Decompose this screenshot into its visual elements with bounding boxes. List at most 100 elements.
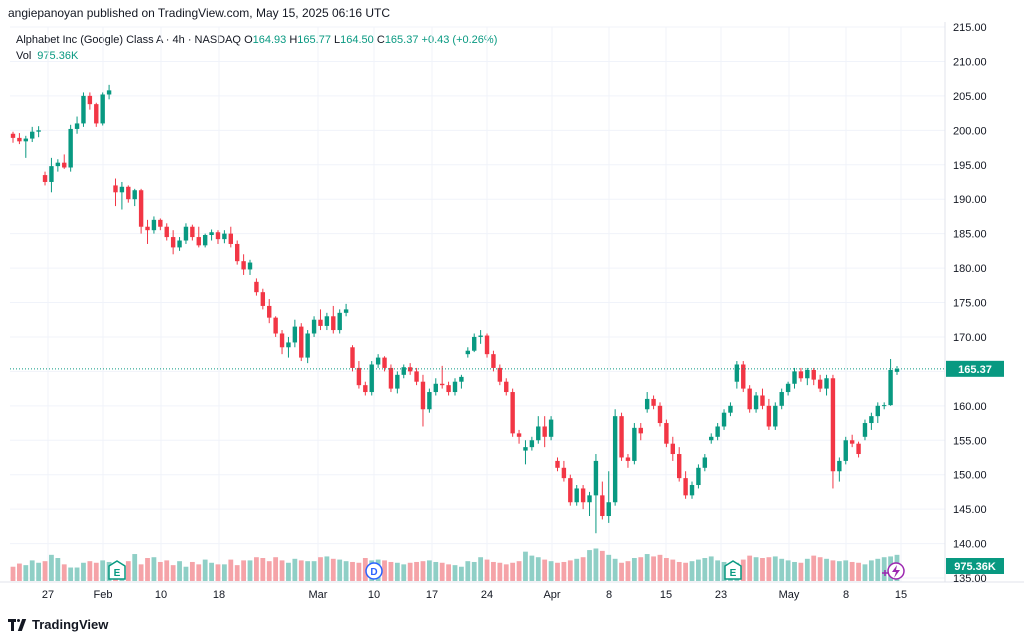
candle[interactable] (273, 316, 278, 337)
candle[interactable] (106, 84, 112, 100)
candle[interactable] (484, 333, 490, 358)
candle[interactable] (644, 392, 650, 413)
candle[interactable] (401, 364, 406, 379)
candle[interactable] (427, 388, 432, 413)
candle[interactable] (888, 358, 893, 406)
candle[interactable] (849, 434, 855, 448)
candle[interactable] (94, 102, 99, 127)
candle[interactable] (23, 135, 29, 158)
candle[interactable] (331, 305, 336, 334)
candle[interactable] (702, 454, 708, 472)
candle[interactable] (286, 336, 291, 358)
candle[interactable] (612, 409, 618, 506)
candle[interactable] (792, 367, 797, 389)
candle[interactable] (87, 92, 93, 110)
candle[interactable] (497, 364, 503, 386)
candle[interactable] (81, 92, 86, 127)
candle[interactable] (766, 398, 772, 430)
candle[interactable] (260, 288, 266, 310)
candle[interactable] (491, 350, 496, 372)
candle[interactable] (580, 485, 586, 510)
candle[interactable] (433, 378, 438, 396)
candle[interactable] (465, 347, 471, 358)
candle[interactable] (741, 361, 746, 393)
candle[interactable] (619, 412, 624, 461)
candle[interactable] (267, 299, 272, 324)
candle[interactable] (292, 319, 298, 348)
candle[interactable] (555, 457, 560, 472)
candle[interactable] (305, 330, 310, 364)
candle[interactable] (856, 441, 861, 458)
candle[interactable] (382, 356, 387, 372)
candle[interactable] (651, 395, 656, 410)
candle[interactable] (638, 423, 643, 441)
candle[interactable] (209, 229, 214, 241)
candle[interactable] (311, 316, 317, 337)
candle[interactable] (196, 226, 201, 248)
candle[interactable] (478, 330, 483, 344)
candle[interactable] (337, 309, 342, 334)
candle[interactable] (369, 361, 374, 396)
candle[interactable] (798, 367, 804, 382)
candle[interactable] (356, 361, 362, 389)
candle[interactable] (542, 416, 547, 448)
candle[interactable] (100, 92, 105, 126)
candle[interactable] (657, 402, 663, 427)
candle[interactable] (721, 409, 727, 430)
candle[interactable] (824, 374, 829, 396)
candle[interactable] (459, 374, 464, 389)
candle[interactable] (452, 378, 458, 396)
candle[interactable] (446, 381, 451, 396)
candle[interactable] (516, 429, 522, 444)
candle[interactable] (17, 133, 22, 145)
candle[interactable] (625, 454, 631, 468)
candle[interactable] (728, 402, 733, 417)
candle[interactable] (753, 392, 759, 413)
candle[interactable] (632, 423, 637, 465)
candle[interactable] (696, 464, 701, 489)
candle[interactable] (247, 259, 253, 275)
candle[interactable] (536, 416, 541, 444)
candle[interactable] (42, 171, 48, 186)
candle[interactable] (299, 323, 304, 362)
tradingview-footer[interactable]: TradingView (8, 617, 108, 632)
candle[interactable] (55, 159, 61, 172)
candle[interactable] (439, 365, 445, 389)
candle[interactable] (113, 178, 118, 207)
candle[interactable] (529, 436, 535, 451)
flash-icon[interactable] (887, 562, 905, 580)
candle[interactable] (145, 219, 150, 244)
candle[interactable] (869, 412, 874, 430)
candle[interactable] (606, 471, 611, 523)
candle[interactable] (843, 436, 848, 465)
candle[interactable] (170, 230, 176, 255)
candle[interactable] (62, 154, 67, 169)
candle[interactable] (177, 237, 182, 251)
candle[interactable] (593, 454, 599, 534)
candle[interactable] (881, 402, 887, 410)
candle[interactable] (523, 440, 528, 465)
candle[interactable] (241, 254, 246, 275)
candle[interactable] (677, 447, 682, 482)
candle[interactable] (805, 367, 810, 386)
candle[interactable] (222, 230, 227, 244)
earnings-event-icon[interactable]: E (724, 560, 742, 580)
candle[interactable] (664, 419, 669, 448)
candle[interactable] (561, 460, 567, 482)
candle[interactable] (709, 433, 714, 444)
candle[interactable] (760, 388, 765, 410)
candle[interactable] (68, 124, 73, 172)
candle[interactable] (190, 224, 195, 241)
candle[interactable] (10, 131, 16, 143)
candle[interactable] (36, 126, 41, 138)
candle[interactable] (407, 363, 413, 375)
candle[interactable] (215, 230, 221, 244)
candle[interactable] (420, 374, 426, 427)
candle[interactable] (138, 188, 144, 234)
candle[interactable] (830, 374, 836, 489)
candle[interactable] (318, 309, 323, 331)
candle[interactable] (375, 354, 381, 368)
candle[interactable] (568, 474, 573, 506)
candle[interactable] (785, 381, 791, 396)
candle[interactable] (862, 419, 868, 441)
